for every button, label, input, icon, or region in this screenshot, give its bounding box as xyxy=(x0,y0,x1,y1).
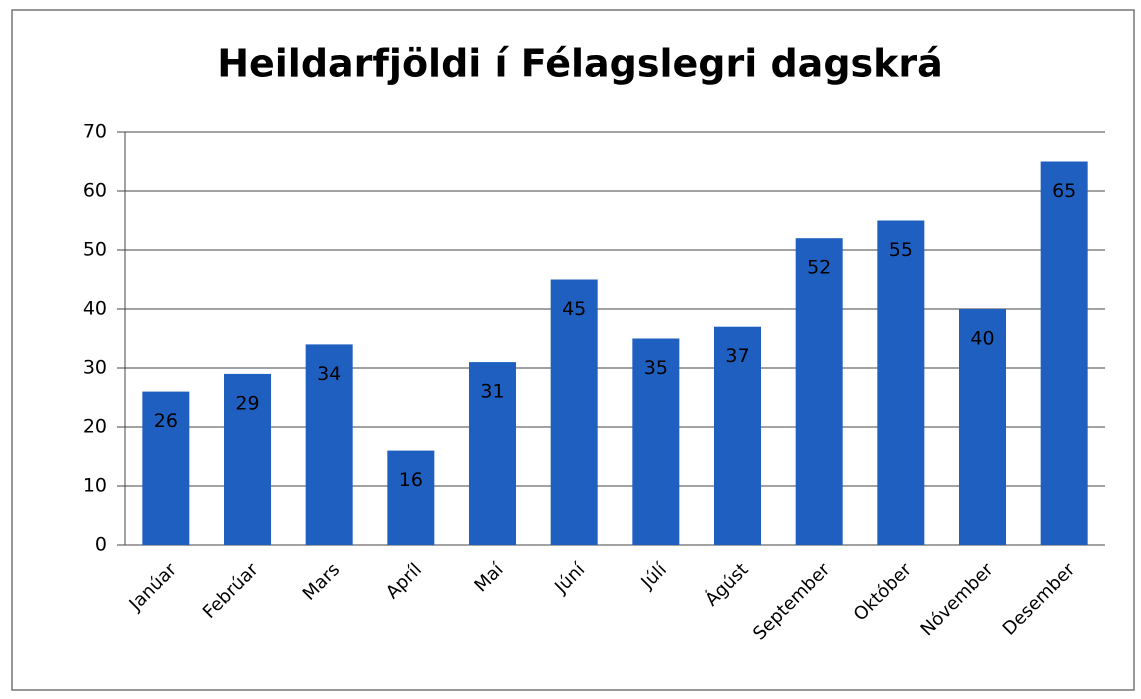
data-label: 65 xyxy=(1052,180,1076,202)
y-tick-label: 60 xyxy=(83,180,107,202)
bar xyxy=(632,338,680,545)
chart-title: Heildarfjöldi í Félagslegri dagskrá xyxy=(217,42,943,86)
y-tick-label: 40 xyxy=(83,298,107,320)
y-tick-label: 30 xyxy=(83,357,107,379)
y-tick-label: 50 xyxy=(83,239,107,261)
y-tick-label: 20 xyxy=(83,416,107,438)
bar xyxy=(550,279,598,545)
data-label: 31 xyxy=(480,381,504,403)
y-tick-label: 10 xyxy=(83,475,107,497)
bar xyxy=(469,362,516,545)
bar xyxy=(305,344,353,545)
data-label: 29 xyxy=(235,392,259,414)
bar xyxy=(877,220,925,545)
bar xyxy=(1040,161,1088,545)
data-label: 34 xyxy=(317,363,341,385)
data-label: 45 xyxy=(562,298,586,320)
data-label: 37 xyxy=(725,345,749,367)
bar xyxy=(142,391,190,545)
y-tick-label: 0 xyxy=(95,534,107,556)
data-label: 55 xyxy=(889,239,913,261)
bar xyxy=(959,309,1006,545)
data-label: 40 xyxy=(970,328,994,350)
data-label: 52 xyxy=(807,257,831,279)
data-label: 16 xyxy=(399,469,423,491)
y-tick-label: 70 xyxy=(83,121,107,143)
bar xyxy=(387,450,435,545)
bar xyxy=(795,238,843,545)
data-label: 35 xyxy=(644,357,668,379)
bar xyxy=(224,373,271,545)
bar xyxy=(714,326,761,545)
data-label: 26 xyxy=(154,410,178,432)
